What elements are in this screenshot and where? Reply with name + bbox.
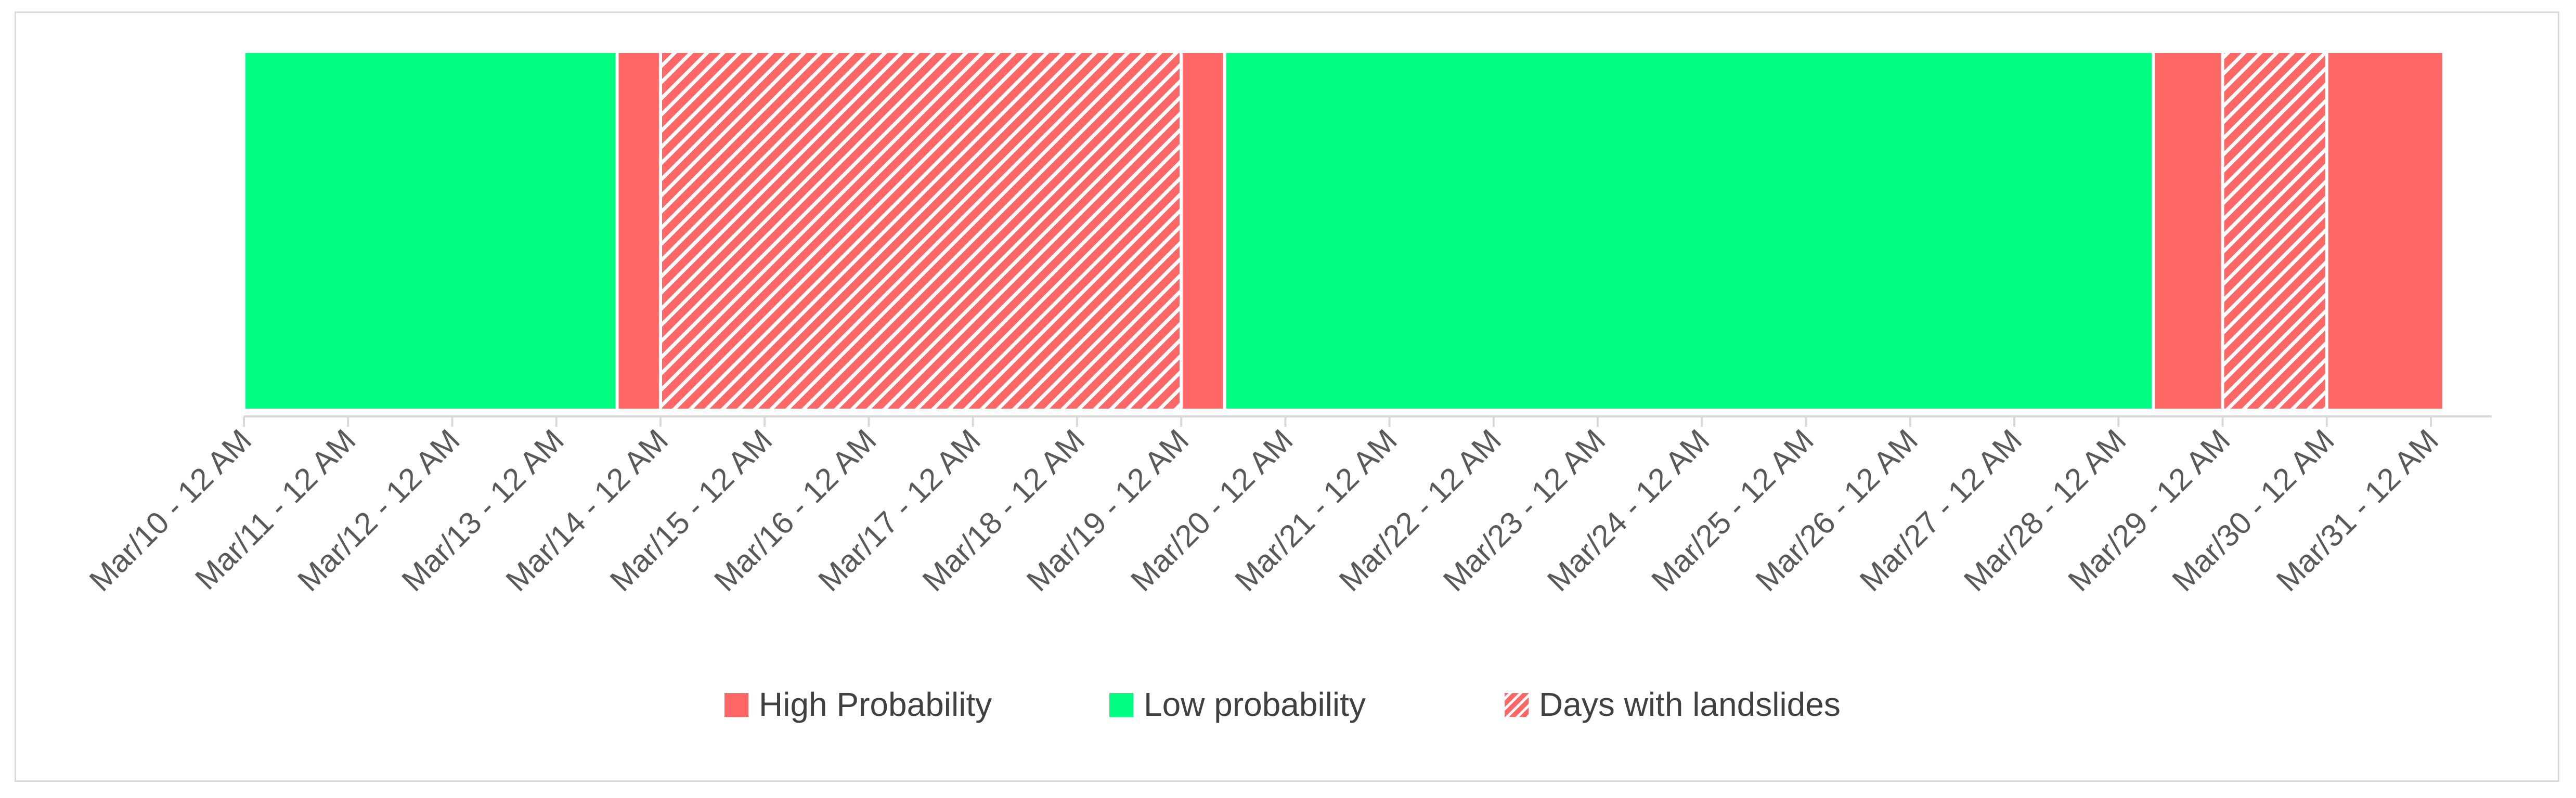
bar-segment-days-with-landslides-2 bbox=[658, 50, 1183, 412]
chart-frame: Mar/10 - 12 AM Mar/11 - 12 AM Mar/12 - 12 … bbox=[15, 11, 2559, 782]
legend-label-high-probability: High Probability bbox=[759, 686, 992, 723]
legend-swatch-days-with-landslides bbox=[1505, 693, 1529, 717]
bar-segment-low-probability-4 bbox=[1223, 50, 2155, 412]
bar-segment-high-probability-3 bbox=[1180, 50, 1226, 412]
bar-segment-days-with-landslides-6 bbox=[2221, 50, 2328, 412]
bar-segment-low-probability-0 bbox=[242, 50, 619, 412]
bar-segment-high-probability-1 bbox=[615, 50, 662, 412]
bar-segment-high-probability-7 bbox=[2325, 50, 2446, 412]
legend-label-days-with-landslides: Days with landslides bbox=[1539, 686, 1841, 723]
bar-segments bbox=[242, 50, 2446, 412]
legend-label-low-probability: Low probability bbox=[1144, 686, 1366, 723]
legend-swatch-low-probability bbox=[1109, 693, 1133, 717]
legend-swatch-high-probability bbox=[724, 693, 748, 717]
legend: High Probability Low probability Days with… bbox=[724, 686, 1841, 723]
bar-segment-high-probability-5 bbox=[2152, 50, 2224, 412]
